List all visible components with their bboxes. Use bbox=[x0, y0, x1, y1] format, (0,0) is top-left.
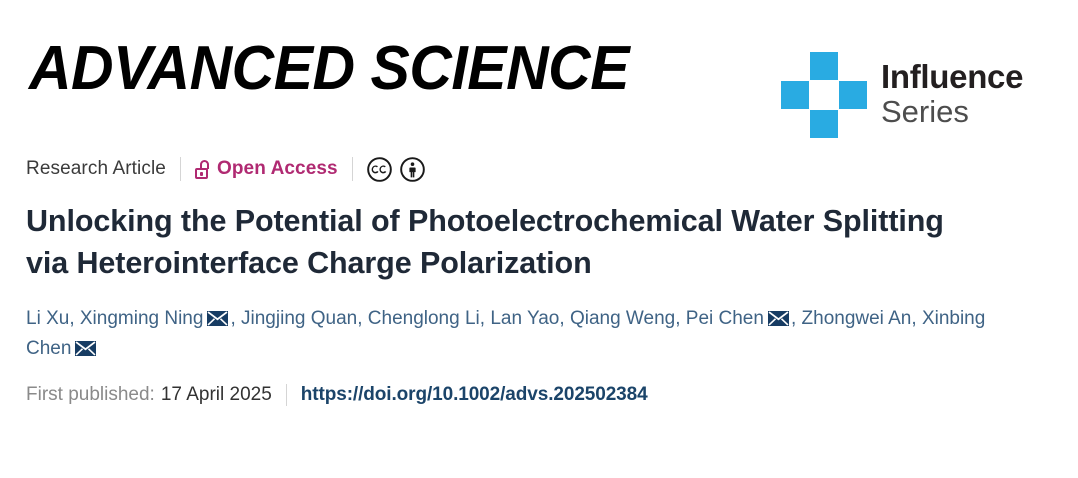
author-separator: , bbox=[479, 308, 491, 330]
doi-link[interactable]: https://doi.org/10.1002/advs.202502384 bbox=[300, 384, 648, 406]
author-link[interactable]: Li Xu bbox=[26, 308, 70, 330]
publication-line: First published: 17 April 2025 https://d… bbox=[26, 384, 1036, 407]
author-list: Li Xu, Xingming Ning, Jingjing Quan, Che… bbox=[26, 304, 1026, 364]
meta-divider bbox=[179, 157, 181, 181]
author-separator: , bbox=[675, 308, 686, 330]
influence-label: Influence bbox=[881, 57, 1024, 95]
author-separator: , bbox=[69, 308, 80, 330]
publication-divider bbox=[285, 384, 287, 407]
influence-series-wordmark: Influence Series bbox=[881, 57, 1024, 129]
article-type-label: Research Article bbox=[26, 158, 166, 179]
article-meta-row: Research Article Open Access bbox=[26, 146, 1036, 192]
author-link[interactable]: Chenglong Li bbox=[367, 308, 480, 330]
envelope-icon[interactable] bbox=[207, 311, 229, 327]
author-link[interactable]: Zhongwei An bbox=[801, 308, 912, 330]
author-link[interactable]: Xinbing Chen bbox=[26, 308, 986, 360]
author-separator: , bbox=[357, 308, 368, 330]
blue-plus-squares-icon bbox=[781, 51, 867, 138]
series-label: Series bbox=[881, 93, 969, 129]
open-access-badge[interactable]: Open Access bbox=[194, 158, 338, 180]
envelope-icon[interactable] bbox=[767, 311, 789, 327]
creative-commons-by-attribution-icon[interactable] bbox=[399, 156, 425, 182]
article-header: Research Article Open Access bbox=[26, 146, 1036, 407]
corresponding-author-indicator[interactable] bbox=[203, 308, 230, 329]
author-separator: , bbox=[230, 308, 242, 330]
author-link[interactable]: Jingjing Quan bbox=[241, 308, 358, 330]
meta-divider-2 bbox=[351, 157, 353, 181]
corresponding-author-indicator[interactable] bbox=[764, 308, 791, 329]
open-padlock-icon bbox=[194, 159, 210, 179]
journal-masthead: ADVANCED SCIENCE Influence Series bbox=[0, 0, 1078, 146]
influence-series-logo[interactable]: Influence Series bbox=[781, 48, 1023, 140]
envelope-icon[interactable] bbox=[75, 341, 97, 357]
author-separator: , bbox=[559, 308, 570, 330]
author-link[interactable]: Pei Chen bbox=[685, 308, 764, 330]
advanced-science-logo[interactable]: ADVANCED SCIENCE bbox=[29, 34, 630, 103]
author-separator: , bbox=[911, 308, 922, 330]
open-access-label: Open Access bbox=[216, 158, 338, 179]
author-link[interactable]: Lan Yao bbox=[490, 308, 560, 330]
first-published-label: First published: bbox=[26, 384, 155, 406]
creative-commons-cc-icon[interactable] bbox=[366, 156, 392, 182]
first-published-date: 17 April 2025 bbox=[160, 384, 272, 406]
author-link[interactable]: Xingming Ning bbox=[79, 308, 204, 330]
article-title: Unlocking the Potential of Photoelectroc… bbox=[26, 204, 944, 280]
author-link[interactable]: Qiang Weng bbox=[569, 308, 676, 330]
author-separator: , bbox=[790, 308, 802, 330]
corresponding-author-indicator[interactable] bbox=[71, 338, 98, 359]
license-badges[interactable] bbox=[366, 156, 433, 182]
